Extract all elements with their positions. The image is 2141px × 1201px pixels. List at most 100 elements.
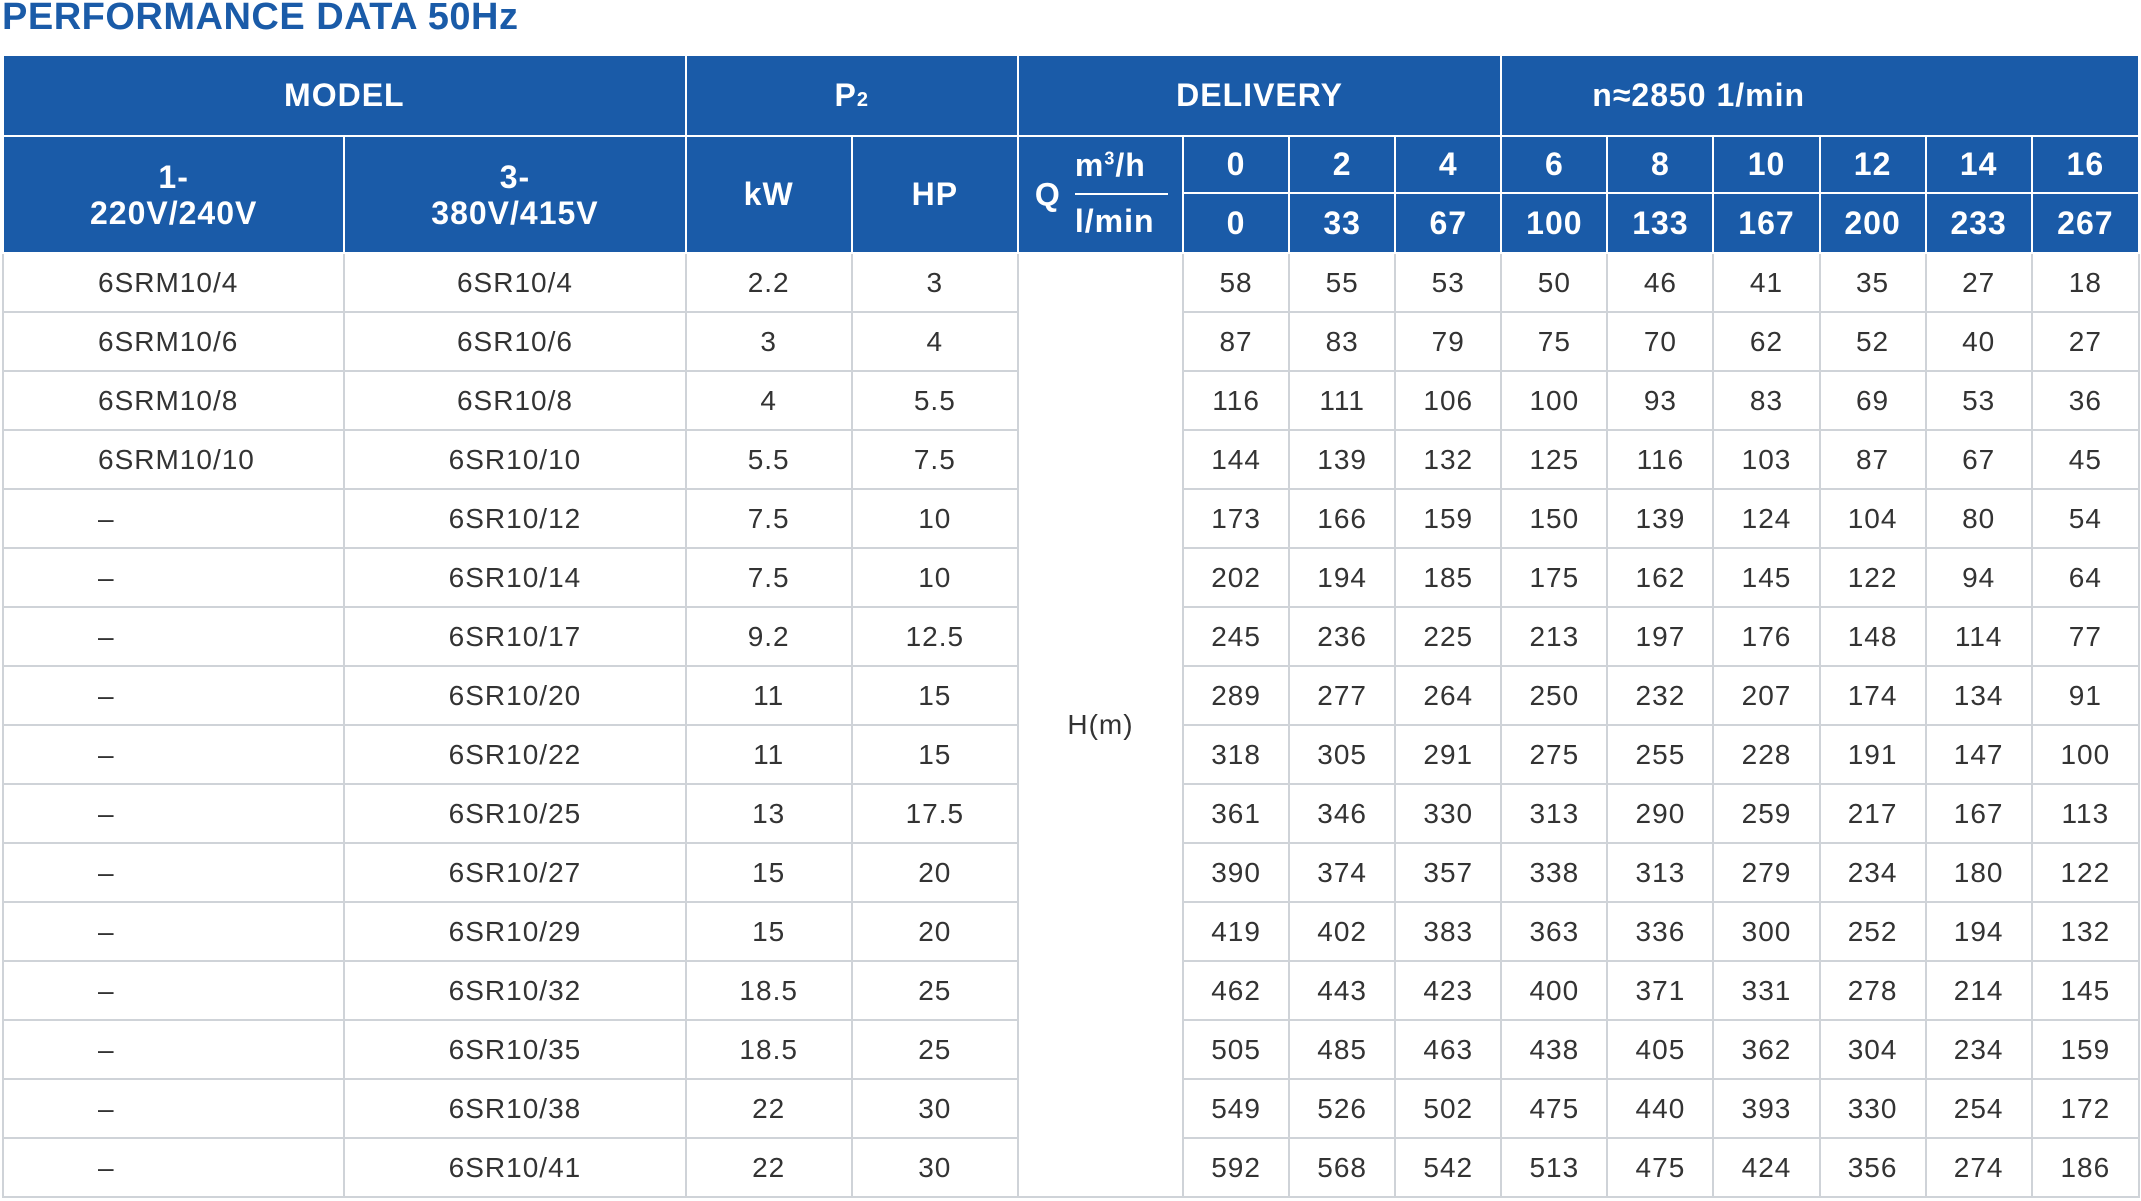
flow-m3h-cell: 8 xyxy=(1606,135,1715,194)
header-speed: n≈2850 1/min xyxy=(1500,54,2140,137)
head-value: 55 xyxy=(1288,252,1397,313)
model-three-phase: 6SR10/10 xyxy=(343,429,687,490)
head-value: 52 xyxy=(1818,311,1927,372)
head-value: 122 xyxy=(2030,842,2141,903)
head-value: 290 xyxy=(1606,783,1715,844)
single-phase-line2: 220V/240V xyxy=(89,194,258,231)
model-single-phase: 6SRM10/10 xyxy=(1,429,346,490)
power-kw: 18.5 xyxy=(684,960,853,1021)
model-three-phase: 6SR10/20 xyxy=(343,665,687,726)
head-value: 423 xyxy=(1394,960,1503,1021)
flow-lmin-cell: 133 xyxy=(1606,192,1715,254)
model-three-phase: 6SR10/8 xyxy=(343,370,687,431)
head-value: 69 xyxy=(1818,370,1927,431)
head-value: 70 xyxy=(1606,311,1715,372)
power-hp: 10 xyxy=(850,547,1019,608)
head-value: 592 xyxy=(1182,1137,1291,1198)
model-three-phase: 6SR10/17 xyxy=(343,606,687,667)
head-value: 513 xyxy=(1500,1137,1609,1198)
head-value: 400 xyxy=(1500,960,1609,1021)
flow-m3h-cell: 4 xyxy=(1394,135,1503,194)
model-three-phase: 6SR10/4 xyxy=(343,252,687,313)
q-letter: Q xyxy=(1034,176,1061,212)
model-three-phase: 6SR10/27 xyxy=(343,842,687,903)
head-value: 83 xyxy=(1712,370,1821,431)
model-three-phase: 6SR10/41 xyxy=(343,1137,687,1198)
performance-table: MODEL P2 DELIVERY n≈2850 1/min 1- 220V/2… xyxy=(1,54,2141,1198)
model-single-phase: – xyxy=(1,606,346,667)
head-value: 87 xyxy=(1818,429,1927,490)
flow-m3h-cell: 6 xyxy=(1500,135,1609,194)
head-value: 505 xyxy=(1182,1019,1291,1080)
power-hp: 12.5 xyxy=(850,606,1019,667)
table-row: –6SR10/22 11 15 318 305 291 275 255 228 191 147 100 xyxy=(1,724,2141,785)
flow-lmin-cell: 267 xyxy=(2030,192,2141,254)
head-value: 462 xyxy=(1182,960,1291,1021)
head-value: 264 xyxy=(1394,665,1503,726)
power-hp: 10 xyxy=(850,488,1019,549)
head-value: 549 xyxy=(1182,1078,1291,1139)
model-single-phase: – xyxy=(1,901,346,962)
flow-lmin-cell: 167 xyxy=(1712,192,1821,254)
power-kw: 15 xyxy=(684,842,853,903)
head-value: 113 xyxy=(2030,783,2141,844)
power-kw: 11 xyxy=(684,724,853,785)
head-value: 148 xyxy=(1818,606,1927,667)
head-value: 122 xyxy=(1818,547,1927,608)
header-hp: HP xyxy=(850,135,1019,254)
power-kw: 3 xyxy=(684,311,853,372)
head-value: 150 xyxy=(1500,488,1609,549)
p2-base: P xyxy=(834,77,857,113)
head-value: 440 xyxy=(1606,1078,1715,1139)
head-value: 250 xyxy=(1500,665,1609,726)
head-value: 356 xyxy=(1818,1137,1927,1198)
model-three-phase: 6SR10/38 xyxy=(343,1078,687,1139)
header-model: MODEL xyxy=(2,54,687,137)
head-value: 357 xyxy=(1394,842,1503,903)
flow-lmin-cell: 200 xyxy=(1818,192,1927,254)
head-value: 106 xyxy=(1394,370,1503,431)
head-value: 83 xyxy=(1288,311,1397,372)
model-single-phase: – xyxy=(1,842,346,903)
head-value: 232 xyxy=(1606,665,1715,726)
model-single-phase: – xyxy=(1,1137,346,1198)
table-row: 6SRM10/8 6SR10/8 4 5.5 116 111 106 100 93 83 69 53 3… xyxy=(1,370,2141,431)
power-kw: 4 xyxy=(684,370,853,431)
head-value: 291 xyxy=(1394,724,1503,785)
head-value: 53 xyxy=(1924,370,2033,431)
head-value: 424 xyxy=(1712,1137,1821,1198)
header-delivery: DELIVERY xyxy=(1016,54,1503,137)
head-value: 374 xyxy=(1288,842,1397,903)
head-value: 58 xyxy=(1182,252,1291,313)
head-value: 139 xyxy=(1606,488,1715,549)
power-kw: 9.2 xyxy=(684,606,853,667)
header-p2: P2 xyxy=(684,54,1019,137)
model-single-phase: – xyxy=(1,665,346,726)
head-value: 104 xyxy=(1818,488,1927,549)
head-value: 225 xyxy=(1394,606,1503,667)
q-unit-divider xyxy=(1074,193,1169,195)
model-three-phase: 6SR10/22 xyxy=(343,724,687,785)
page-title: PERFORMANCE DATA 50Hz xyxy=(2,0,519,38)
head-value: 300 xyxy=(1712,901,1821,962)
model-single-phase: – xyxy=(1,783,346,844)
head-value: 274 xyxy=(1924,1137,2033,1198)
head-value: 166 xyxy=(1288,488,1397,549)
head-value: 27 xyxy=(1924,252,2033,313)
head-value: 194 xyxy=(1924,901,2033,962)
head-value: 114 xyxy=(1924,606,2033,667)
head-value: 132 xyxy=(1394,429,1503,490)
head-value: 176 xyxy=(1712,606,1821,667)
power-hp: 3 xyxy=(850,252,1019,313)
header-kw: kW xyxy=(684,135,853,254)
head-label: H(m) xyxy=(1016,252,1185,1198)
power-kw: 11 xyxy=(684,665,853,726)
table-row: –6SR10/41 22 30 592 568 542 513 475 424 356 274 186 xyxy=(1,1137,2141,1198)
model-three-phase: 6SR10/32 xyxy=(343,960,687,1021)
head-value: 50 xyxy=(1500,252,1609,313)
model-three-phase: 6SR10/29 xyxy=(343,901,687,962)
model-single-phase: 6SRM10/6 xyxy=(1,311,346,372)
power-hp: 15 xyxy=(850,724,1019,785)
head-value: 318 xyxy=(1182,724,1291,785)
table-row: 6SRM10/6 6SR10/6 3 4 87 83 79 75 70 62 52 40 27 xyxy=(1,311,2141,372)
